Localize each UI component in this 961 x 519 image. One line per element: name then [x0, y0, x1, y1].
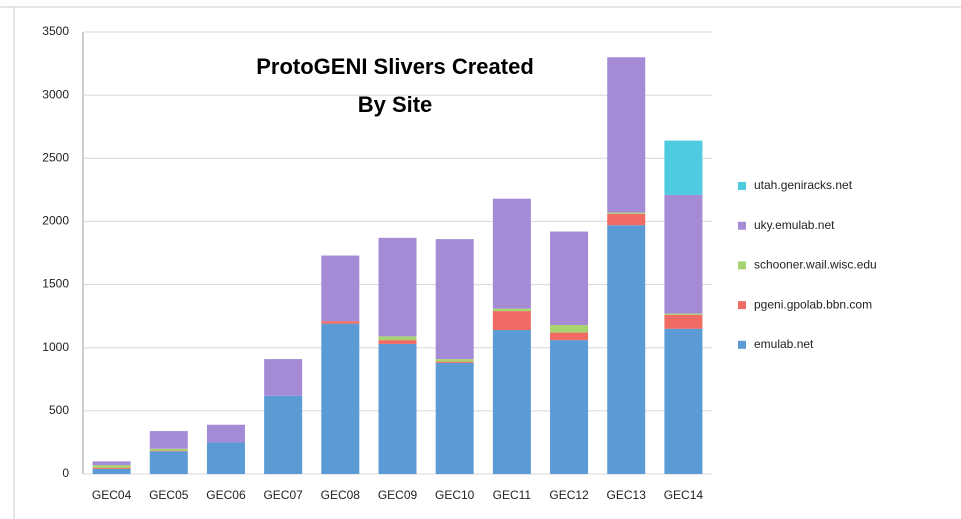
legend-swatch — [738, 182, 746, 190]
x-tick-label: GEC12 — [549, 488, 589, 502]
bar-segment — [492, 198, 531, 309]
bar-segment — [92, 461, 131, 466]
y-tick-label: 0 — [62, 466, 69, 480]
y-tick-label: 500 — [49, 403, 69, 417]
x-tick-label: GEC04 — [92, 488, 132, 502]
bar-segment — [92, 467, 131, 469]
y-tick-label: 1500 — [42, 277, 69, 291]
bar-segment — [435, 239, 474, 360]
bar-segment — [149, 431, 188, 449]
chart-title: By Site — [358, 92, 433, 117]
x-tick-label: GEC08 — [321, 488, 361, 502]
y-tick-label: 1000 — [42, 340, 69, 354]
bar-segment — [550, 340, 589, 474]
bar-segment — [607, 225, 646, 474]
legend-swatch — [738, 261, 746, 270]
bar-segment — [149, 448, 188, 451]
bar-segment — [664, 314, 703, 329]
y-tick-label: 3000 — [42, 87, 69, 101]
bar-segment — [435, 361, 474, 363]
legend-label: utah.geniracks.net — [754, 178, 853, 192]
bar-segment — [664, 140, 703, 195]
legend-swatch — [738, 340, 746, 349]
x-tick-label: GEC06 — [206, 488, 246, 502]
bar-segment — [607, 57, 646, 213]
chart-title: ProtoGENI Slivers Created — [256, 54, 534, 79]
bar-segment — [664, 328, 703, 474]
bar-segment — [206, 424, 245, 443]
bar-segment — [321, 255, 360, 322]
bar-segment — [149, 451, 188, 474]
x-tick-label: GEC05 — [149, 488, 189, 502]
x-tick-label: GEC11 — [493, 488, 532, 502]
bar-segment — [92, 465, 131, 468]
bar-segment — [550, 332, 589, 341]
bar-segment — [435, 359, 474, 362]
legend-swatch — [738, 221, 746, 230]
bar-segment — [492, 308, 531, 312]
bar-segment — [664, 194, 703, 314]
x-tick-label: GEC14 — [664, 488, 704, 502]
bar-segment — [607, 213, 646, 226]
bar-segment — [149, 450, 188, 452]
legend-label: emulab.net — [754, 337, 814, 351]
bar-segment — [378, 343, 417, 474]
legend-label: schooner.wail.wisc.edu — [754, 258, 877, 272]
y-tick-label: 2000 — [42, 214, 69, 228]
bar-segment — [435, 362, 474, 474]
y-tick-label: 3500 — [42, 24, 69, 38]
bar-segment — [264, 359, 303, 396]
bar-segment — [550, 324, 589, 333]
bar-segment — [321, 323, 360, 474]
x-tick-label: GEC09 — [378, 488, 418, 502]
legend-label: uky.emulab.net — [754, 218, 835, 232]
bar-segment — [264, 395, 303, 474]
bar-segment — [378, 340, 417, 344]
y-tick-label: 2500 — [42, 150, 69, 164]
bar-segment — [92, 468, 131, 474]
legend-label: pgeni.gpolab.bbn.com — [754, 297, 872, 311]
bar-segment — [321, 321, 360, 324]
bar-segment — [206, 442, 245, 474]
bar-segment — [550, 231, 589, 325]
bar-segment — [492, 330, 531, 474]
x-tick-label: GEC07 — [263, 488, 303, 502]
bar-segment — [378, 336, 417, 341]
bar-segment — [607, 212, 646, 214]
bar-segment — [378, 237, 417, 337]
bar-segment — [492, 311, 531, 331]
legend-swatch — [738, 301, 746, 310]
bar-segment — [664, 313, 703, 315]
x-tick-label: GEC13 — [607, 488, 647, 502]
x-tick-label: GEC10 — [435, 488, 475, 502]
